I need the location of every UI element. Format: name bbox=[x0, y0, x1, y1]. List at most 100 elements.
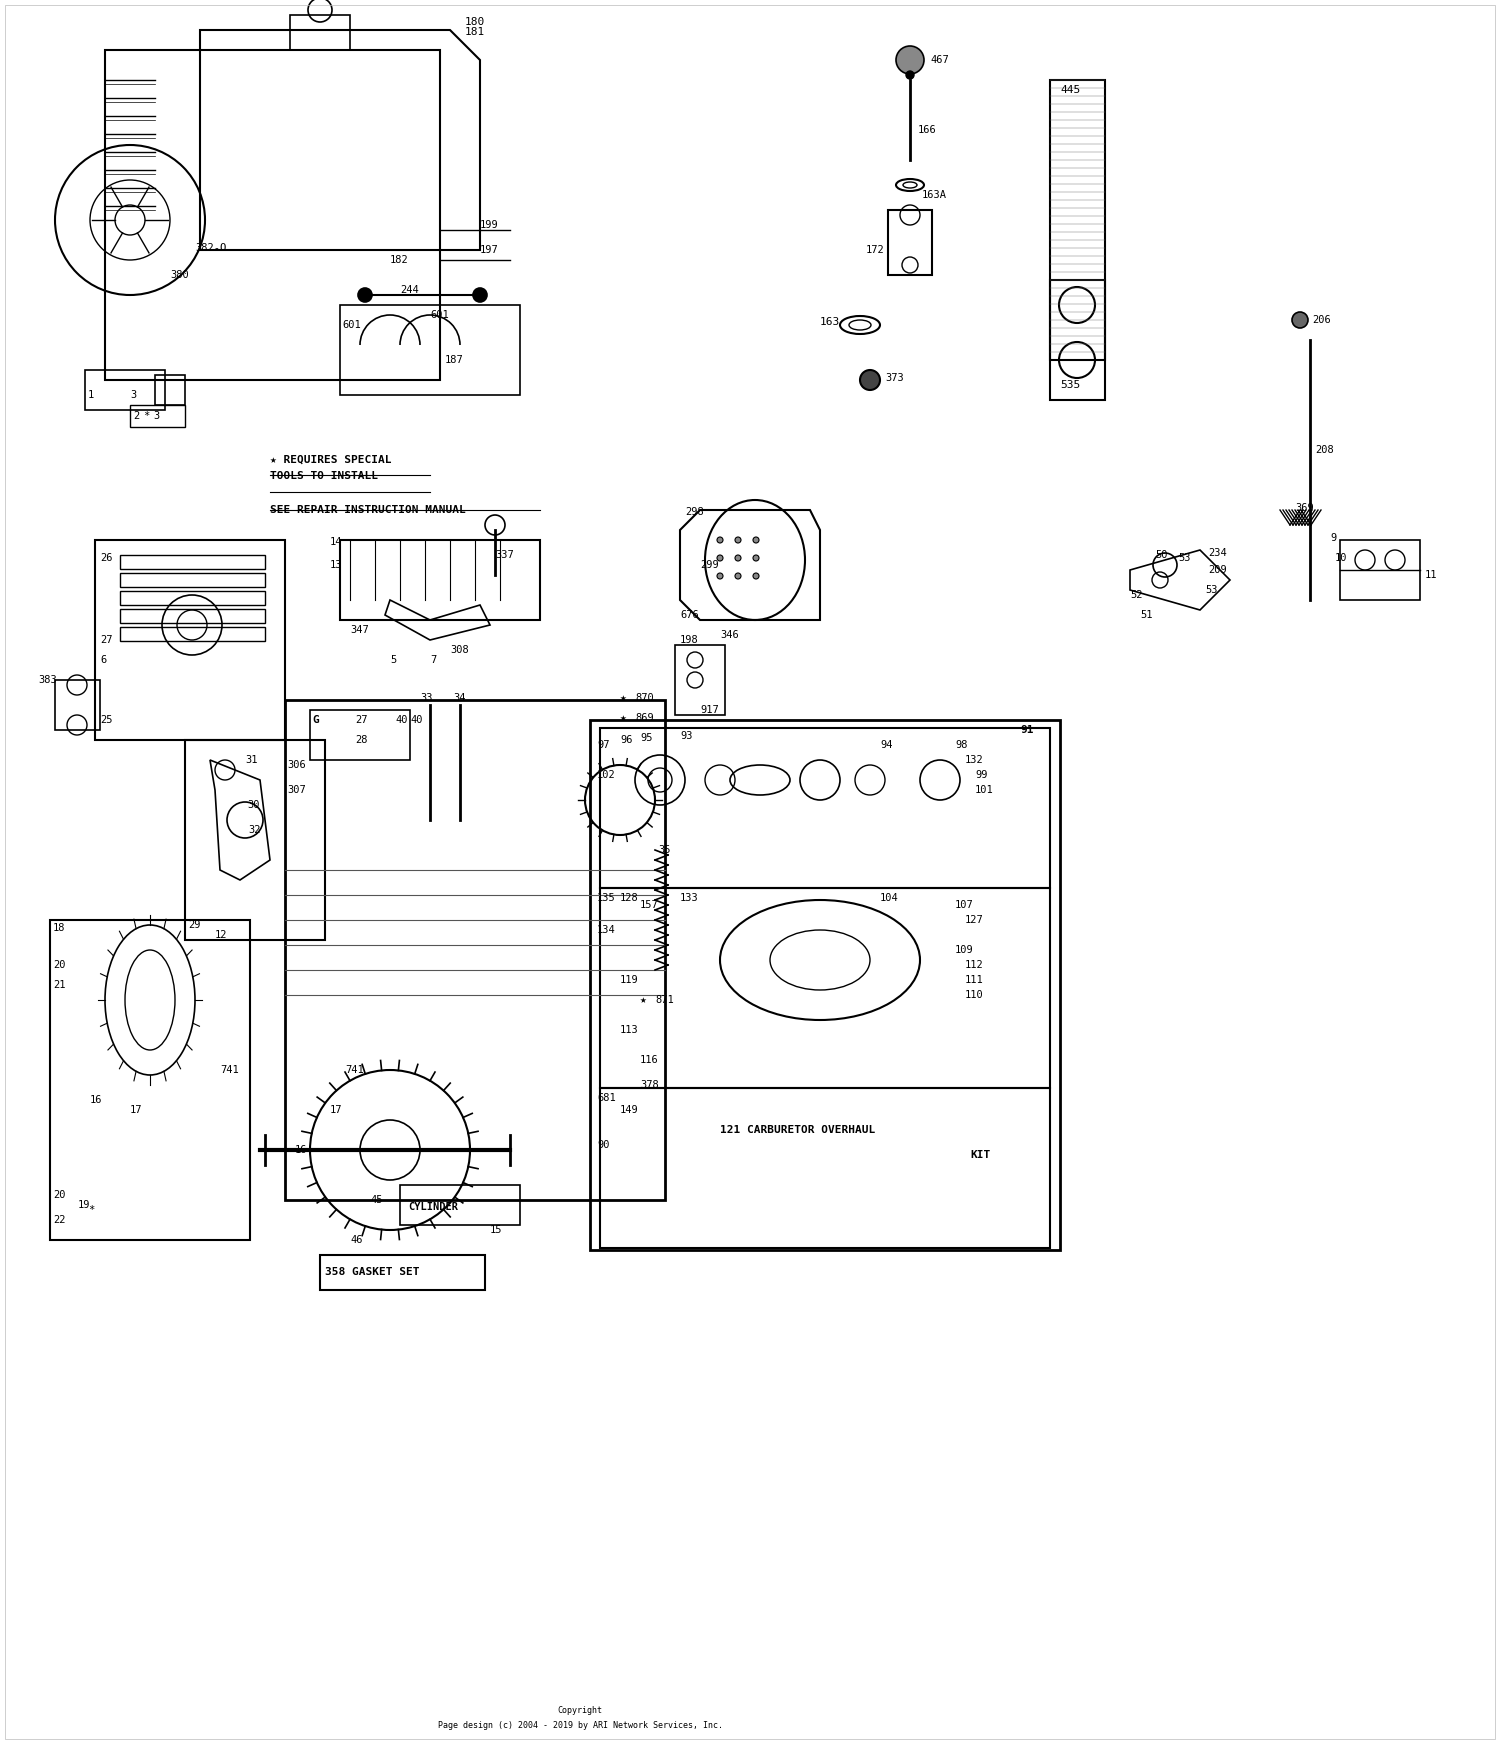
Bar bbox=[600, 727, 1050, 888]
Text: *: * bbox=[142, 412, 148, 420]
Bar bbox=[675, 645, 724, 715]
Text: 27: 27 bbox=[100, 635, 112, 645]
Circle shape bbox=[859, 370, 880, 391]
Text: 445: 445 bbox=[1060, 85, 1080, 94]
Text: 2: 2 bbox=[134, 412, 140, 420]
Bar bbox=[400, 1184, 520, 1224]
Text: 166: 166 bbox=[918, 126, 936, 134]
Text: KIT: KIT bbox=[970, 1149, 990, 1160]
Text: 11: 11 bbox=[1425, 570, 1437, 581]
Text: 29: 29 bbox=[188, 921, 201, 930]
Bar bbox=[120, 591, 266, 605]
Text: 3: 3 bbox=[130, 391, 136, 399]
Bar bbox=[590, 720, 1060, 1250]
Text: 7: 7 bbox=[430, 656, 436, 664]
Text: 5: 5 bbox=[390, 656, 396, 664]
Bar bbox=[120, 628, 266, 642]
Bar bbox=[154, 375, 184, 405]
Text: 25: 25 bbox=[100, 715, 112, 726]
Text: 187: 187 bbox=[446, 356, 464, 364]
Bar bbox=[120, 574, 266, 588]
Text: 380: 380 bbox=[170, 270, 189, 281]
Bar bbox=[310, 710, 410, 760]
Text: 198: 198 bbox=[680, 635, 699, 645]
Text: 93: 93 bbox=[680, 731, 693, 741]
Text: ★: ★ bbox=[640, 996, 646, 1005]
Text: 19: 19 bbox=[78, 1200, 90, 1210]
Text: 30: 30 bbox=[248, 800, 259, 809]
Text: 467: 467 bbox=[930, 56, 948, 65]
Circle shape bbox=[717, 555, 723, 562]
Text: 307: 307 bbox=[286, 785, 306, 795]
Text: 40: 40 bbox=[394, 715, 408, 726]
Text: 917: 917 bbox=[700, 705, 718, 715]
Circle shape bbox=[735, 555, 741, 562]
Bar bbox=[86, 370, 165, 410]
Text: 234: 234 bbox=[1208, 548, 1227, 558]
Text: 94: 94 bbox=[880, 739, 892, 750]
Text: 109: 109 bbox=[956, 945, 974, 956]
Text: 199: 199 bbox=[480, 220, 498, 230]
Text: 347: 347 bbox=[350, 624, 369, 635]
Text: 98: 98 bbox=[956, 739, 968, 750]
Text: Page design (c) 2004 - 2019 by ARI Network Services, Inc.: Page design (c) 2004 - 2019 by ARI Netwo… bbox=[438, 1721, 723, 1730]
Text: 180: 180 bbox=[465, 17, 486, 26]
Text: 870: 870 bbox=[634, 692, 654, 703]
Text: 101: 101 bbox=[975, 785, 993, 795]
Text: ★ REQUIRES SPECIAL: ★ REQUIRES SPECIAL bbox=[270, 455, 392, 466]
Text: 172: 172 bbox=[865, 244, 885, 255]
Bar bbox=[600, 888, 1050, 1088]
Text: 96: 96 bbox=[620, 734, 633, 745]
Text: G: G bbox=[312, 715, 318, 726]
Text: 50: 50 bbox=[1155, 549, 1167, 560]
Text: 157: 157 bbox=[640, 900, 658, 910]
Bar bbox=[94, 541, 285, 739]
Text: 163A: 163A bbox=[922, 190, 946, 201]
Text: Copyright: Copyright bbox=[558, 1706, 603, 1714]
Text: CYLINDER: CYLINDER bbox=[408, 1202, 458, 1212]
Text: 681: 681 bbox=[597, 1093, 615, 1102]
Bar bbox=[600, 1088, 1050, 1249]
Text: 373: 373 bbox=[885, 373, 903, 384]
Text: 104: 104 bbox=[880, 893, 898, 903]
Circle shape bbox=[753, 537, 759, 542]
Text: 16: 16 bbox=[296, 1146, 307, 1155]
Bar bbox=[1050, 281, 1106, 399]
Text: 13: 13 bbox=[330, 560, 342, 570]
Text: *: * bbox=[88, 1205, 94, 1216]
Text: 383: 383 bbox=[38, 675, 57, 685]
Bar bbox=[56, 680, 100, 731]
Text: 128: 128 bbox=[620, 893, 639, 903]
Text: 1: 1 bbox=[88, 391, 94, 399]
Text: 99: 99 bbox=[975, 771, 987, 780]
Text: 110: 110 bbox=[964, 991, 984, 999]
Bar bbox=[888, 209, 932, 276]
Text: 26: 26 bbox=[100, 553, 112, 563]
Text: 33: 33 bbox=[420, 692, 432, 703]
Text: 127: 127 bbox=[964, 916, 984, 924]
Text: 27: 27 bbox=[356, 715, 368, 726]
Circle shape bbox=[735, 537, 741, 542]
Text: 119: 119 bbox=[620, 975, 639, 985]
Text: 601: 601 bbox=[342, 319, 360, 330]
Text: 209: 209 bbox=[1208, 565, 1227, 576]
Text: 121 CARBURETOR OVERHAUL: 121 CARBURETOR OVERHAUL bbox=[720, 1125, 876, 1135]
Text: 181: 181 bbox=[465, 26, 486, 37]
Text: 28: 28 bbox=[356, 734, 368, 745]
Text: 10: 10 bbox=[1335, 553, 1347, 563]
Bar bbox=[120, 609, 266, 623]
Circle shape bbox=[735, 574, 741, 579]
Text: 601: 601 bbox=[430, 310, 448, 319]
Text: 45: 45 bbox=[370, 1195, 382, 1205]
Text: 17: 17 bbox=[130, 1106, 142, 1114]
Text: 337: 337 bbox=[495, 549, 513, 560]
Text: 53: 53 bbox=[1178, 553, 1191, 563]
Text: 95: 95 bbox=[640, 732, 652, 743]
Text: 90: 90 bbox=[597, 1141, 609, 1149]
Text: 22: 22 bbox=[53, 1216, 66, 1224]
Text: 869: 869 bbox=[634, 713, 654, 724]
Text: 51: 51 bbox=[1140, 610, 1152, 621]
Text: 116: 116 bbox=[640, 1055, 658, 1066]
Bar bbox=[285, 699, 664, 1200]
Text: 382-O: 382-O bbox=[195, 242, 226, 253]
